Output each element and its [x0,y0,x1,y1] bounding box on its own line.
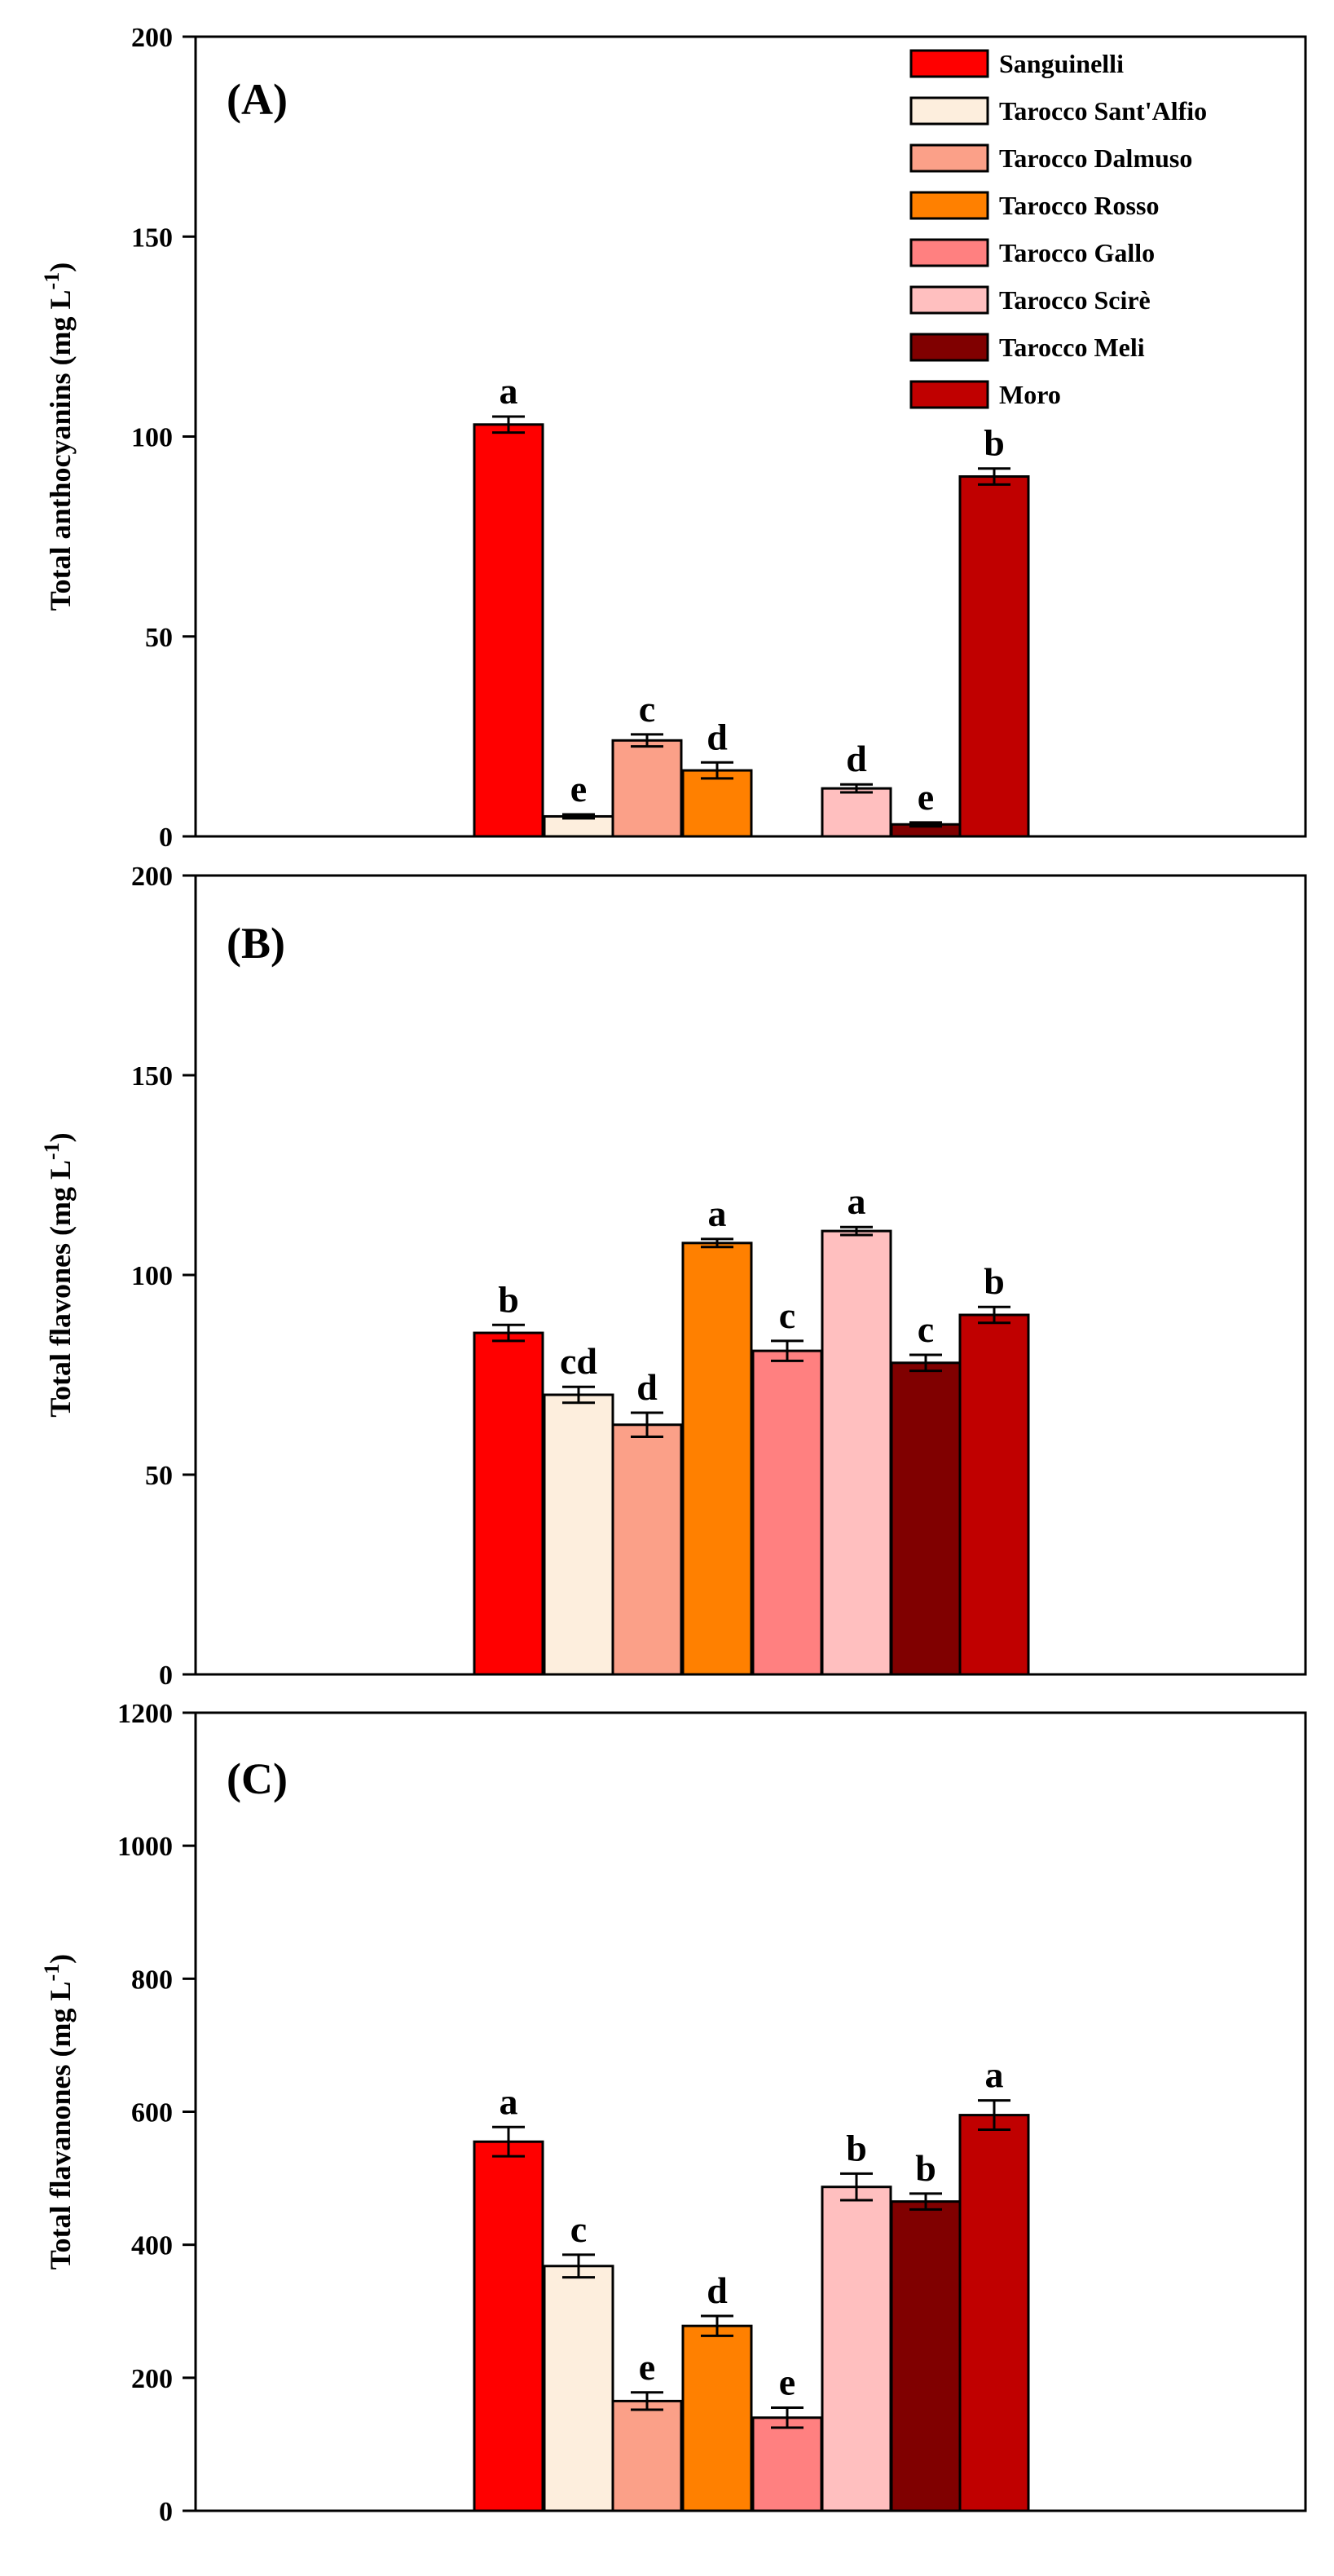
significance-letter: e [639,2346,655,2388]
bar-tarocco-dalmuso [611,2399,683,2512]
y-axis-label-close: ) [44,1954,77,1964]
y-axis-label: Total flavones (mg L-1) [40,1132,77,1417]
legend-label: Tarocco Meli [999,333,1145,362]
legend-swatch [909,191,989,220]
bar-tarocco-gallo [751,2416,823,2512]
significance-letter: a [985,2054,1004,2096]
legend-label: Tarocco Gallo [999,238,1155,267]
bar-sanguinelli [473,2140,544,2512]
y-tick-label: 0 [159,1661,173,1691]
significance-letter: e [570,768,587,809]
legend-swatch [909,143,989,173]
y-axis-label: Total anthocyanins (mg L-1) [40,262,77,611]
significance-letter: a [848,1180,866,1222]
bar-tarocco-sant-alfio [543,2265,614,2512]
significance-letter: b [498,1278,519,1320]
y-axis-label: Total flavanones (mg L-1) [40,1954,77,2269]
legend-label: Tarocco Sant'Alfio [999,96,1207,126]
y-tick-label: 200 [131,862,173,892]
legend-label: Moro [999,380,1061,409]
bar-tarocco-meli [890,1361,962,1676]
legend-swatch [909,238,989,267]
y-tick-label: 600 [131,2098,173,2128]
y-tick-label: 150 [131,223,173,253]
significance-letter: a [500,370,518,412]
legend-swatch [909,333,989,362]
significance-letter: c [779,1295,795,1336]
y-tick-label: 50 [145,623,173,653]
panel-label: (B) [227,919,285,968]
bar-tarocco-rosso [681,2324,753,2512]
y-axis-label-close: ) [44,1132,77,1142]
legend-label: Tarocco Dalmuso [999,143,1192,173]
bar-tarocco-scir- [821,2186,892,2512]
y-tick-label: 0 [159,823,173,853]
significance-letter: d [636,1366,658,1408]
y-tick-label: 50 [145,1461,173,1491]
significance-letter: cd [560,1340,597,1382]
significance-letter: c [918,1308,934,1350]
legend-swatch [909,96,989,126]
y-axis-label-superscript: -1 [40,1142,64,1160]
y-tick-label: 1000 [117,1832,173,1862]
bar-tarocco-scir- [821,787,892,838]
y-tick-label: 200 [131,2364,173,2394]
bar-tarocco-meli [890,2200,962,2512]
significance-letter: b [915,2147,936,2189]
significance-letter: e [779,2362,795,2403]
y-tick-label: 100 [131,1261,173,1291]
y-tick-label: 100 [131,423,173,453]
y-tick-label: 200 [131,23,173,53]
significance-letter: d [846,738,867,779]
significance-letter: b [984,422,1005,464]
y-axis-label-close: ) [44,262,77,272]
legend-label: Tarocco Scirè [999,285,1151,315]
bar-moro [958,2114,1030,2512]
legend-swatch [909,49,989,78]
y-tick-label: 400 [131,2231,173,2261]
bar-tarocco-rosso [681,1242,753,1676]
significance-letter: b [846,2127,867,2168]
significance-letter: e [918,776,934,818]
significance-letter: b [984,1260,1005,1302]
legend-swatch [909,380,989,409]
y-tick-label: 800 [131,1965,173,1995]
significance-letter: a [708,1193,727,1234]
legend-swatch [909,285,989,315]
y-axis-label-superscript: -1 [40,272,64,290]
bar-tarocco-sant-alfio [543,1393,614,1676]
y-axis-label-text: Total anthocyanins (mg L [44,289,77,611]
legend-label: Sanguinelli [999,49,1124,78]
bar-tarocco-scir- [821,1229,892,1676]
significance-letter: d [707,2269,728,2311]
y-axis-label-text: Total flavones (mg L [44,1160,77,1418]
significance-letter: a [500,2080,518,2122]
significance-letter: c [639,688,655,730]
panel-label: (C) [227,1754,288,1803]
significance-letter: d [707,716,728,757]
bar-tarocco-gallo [751,1349,823,1676]
significance-letter: c [570,2208,587,2250]
y-axis-label-text: Total flavanones (mg L [44,1981,77,2269]
y-tick-label: 1200 [117,1699,173,1729]
bar-moro [958,1313,1030,1676]
bar-sanguinelli [473,1331,544,1676]
panel-label: (A) [227,75,288,124]
bar-tarocco-dalmuso [611,1423,683,1676]
bar-moro [958,475,1030,838]
y-axis-label-superscript: -1 [40,1964,64,1982]
legend-label: Tarocco Rosso [999,191,1159,220]
bar-sanguinelli [473,423,544,838]
y-tick-label: 150 [131,1061,173,1092]
bar-tarocco-dalmuso [611,739,683,838]
y-tick-label: 0 [159,2497,173,2527]
bar-tarocco-rosso [681,769,753,838]
